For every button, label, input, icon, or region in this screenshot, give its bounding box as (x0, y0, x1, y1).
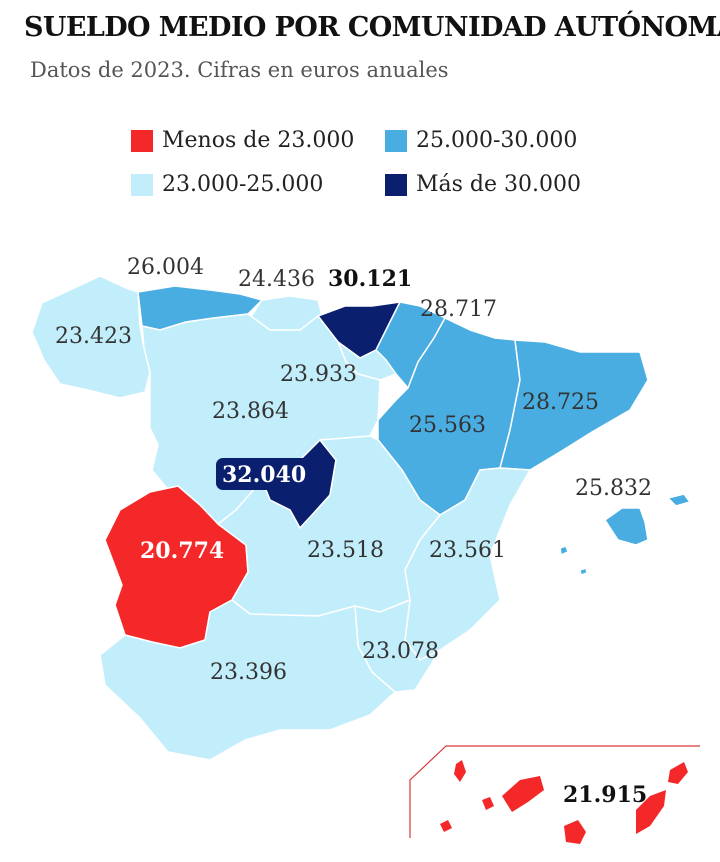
region-baleares-menorca (667, 493, 691, 507)
canarias-inset-frame (409, 745, 700, 838)
legend-swatch-high (385, 173, 407, 196)
legend-swatch-mid-low (131, 173, 153, 196)
label-navarra: 28.717 (420, 297, 497, 322)
region-andalucia (99, 599, 396, 761)
label-valencia: 23.561 (429, 538, 506, 563)
label-extremadura: 20.774 (140, 538, 224, 564)
legend-label-high: Más de 30.000 (416, 172, 581, 197)
label-asturias: 26.004 (127, 255, 204, 280)
region-baleares-formentera (579, 567, 588, 576)
label-madrid: 32.040 (222, 462, 306, 488)
island-lanzarote (668, 762, 688, 784)
label-andalucia: 23.396 (210, 660, 287, 685)
legend-label-mid-high: 25.000-30.000 (416, 128, 578, 153)
label-castilla-la-mancha: 23.518 (307, 538, 384, 563)
label-la-rioja: 23.933 (280, 362, 357, 387)
legend-item-mid-low: 23.000-25.000 (131, 172, 323, 197)
label-castilla-y-leon: 23.864 (212, 399, 289, 424)
legend-swatch-mid-high (385, 129, 407, 152)
region-cataluna (499, 339, 649, 471)
region-baleares-ibiza (559, 545, 569, 556)
legend-item-low: Menos de 23.000 (131, 128, 354, 153)
map-title: SUELDO MEDIO POR COMUNIDAD AUTÓNOMA (24, 12, 720, 43)
region-canarias (440, 760, 688, 844)
label-cantabria: 24.436 (238, 267, 315, 292)
label-galicia: 23.423 (55, 324, 132, 349)
label-madrid-box (216, 458, 310, 490)
island-gran-canaria (564, 820, 586, 844)
legend-item-high: Más de 30.000 (385, 172, 581, 197)
island-la-gomera (482, 797, 494, 810)
map-subtitle: Datos de 2023. Cifras en euros anuales (30, 58, 449, 82)
label-pais-vasco: 30.121 (328, 266, 412, 292)
island-fuerteventura (636, 790, 666, 834)
island-el-hierro (440, 820, 452, 832)
legend-swatch-low (131, 129, 153, 152)
legend-item-mid-high: 25.000-30.000 (385, 128, 577, 153)
island-tenerife (502, 776, 544, 812)
label-aragon: 25.563 (409, 413, 486, 438)
region-valencia (404, 467, 531, 661)
label-cataluna: 28.725 (522, 390, 599, 415)
region-baleares (604, 507, 649, 546)
island-la-palma (454, 760, 466, 782)
legend-label-mid-low: 23.000-25.000 (162, 172, 324, 197)
label-murcia: 23.078 (362, 639, 439, 664)
label-canarias: 21.915 (563, 782, 647, 808)
label-baleares: 25.832 (575, 476, 652, 501)
legend-label-low: Menos de 23.000 (162, 128, 355, 153)
